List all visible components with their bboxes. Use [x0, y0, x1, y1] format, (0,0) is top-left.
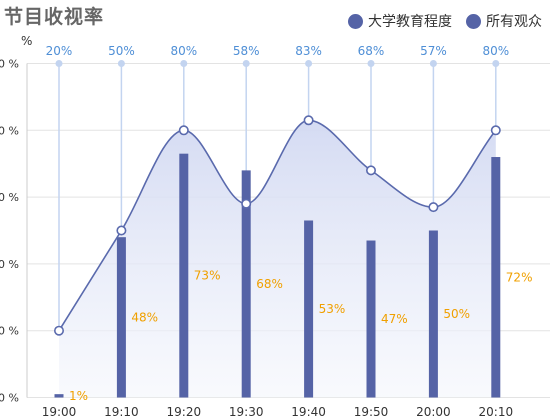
bar-19:00 — [54, 394, 64, 398]
y-tick-label-80: 80 % — [0, 124, 19, 137]
x-tick-label-20:10: 20:10 — [479, 405, 514, 419]
line-value-label-19:00: 20% — [46, 44, 73, 58]
bar-value-label-19:30: 68% — [256, 277, 283, 291]
chart-title: 节目收视率 — [4, 6, 105, 28]
x-tick-label-20:00: 20:00 — [416, 405, 451, 419]
line-marker-19:00 — [53, 325, 64, 336]
line-marker-20:10 — [490, 125, 501, 136]
bar-value-label-20:00: 50% — [443, 307, 470, 321]
bar-19:10 — [116, 237, 126, 398]
line-value-label-20:10: 80% — [482, 44, 509, 58]
bar-value-label-19:10: 48% — [131, 310, 158, 324]
legend-item-university[interactable]: 大学教育程度 — [348, 11, 452, 31]
guide-top-dot-19:00 — [55, 60, 63, 67]
line-marker-19:10 — [116, 225, 127, 236]
line-marker-19:50 — [365, 165, 376, 176]
bar-19:50 — [366, 240, 376, 398]
line-series-all-viewers — [58, 119, 497, 332]
guide-top-dot-20:10 — [492, 60, 500, 67]
bar-value-label-19:00: 1% — [69, 389, 88, 403]
y-tick-label-100: 100 % — [0, 58, 19, 71]
x-tick-label-19:30: 19:30 — [229, 405, 264, 419]
line-marker-19:40 — [303, 115, 314, 126]
line-value-label-19:40: 83% — [295, 44, 322, 58]
guide-top-dot-19:20 — [180, 60, 188, 67]
legend-item-all-viewers[interactable]: 所有观众 — [466, 11, 542, 31]
line-value-label-19:30: 58% — [233, 44, 260, 58]
y-tick-label-0: 0 % — [0, 392, 19, 405]
x-tick-label-19:10: 19:10 — [104, 405, 139, 419]
guide-top-dot-19:30 — [242, 60, 250, 67]
x-tick-label-19:50: 19:50 — [354, 405, 389, 419]
bar-value-label-19:50: 47% — [381, 312, 408, 326]
bar-19:30 — [241, 170, 251, 398]
bar-20:00 — [428, 230, 438, 398]
y-tick-label-20: 20 % — [0, 325, 19, 338]
legend-label-university: 大学教育程度 — [368, 14, 452, 30]
y-axis-unit: % — [21, 34, 33, 48]
bar-20:10 — [491, 157, 501, 398]
bar-19:20 — [179, 153, 189, 398]
line-value-label-19:10: 50% — [108, 44, 135, 58]
x-tick-label-19:40: 19:40 — [291, 405, 326, 419]
guide-top-dot-19:50 — [367, 60, 375, 67]
bar-19:40 — [304, 220, 314, 398]
guide-top-dot-19:10 — [117, 60, 125, 67]
bar-value-label-20:10: 72% — [506, 270, 533, 284]
bar-value-label-19:20: 73% — [194, 269, 221, 283]
line-marker-20:00 — [428, 202, 439, 213]
guide-top-dot-20:00 — [429, 60, 437, 67]
line-value-label-19:20: 80% — [170, 44, 197, 58]
x-tick-label-19:00: 19:00 — [42, 405, 77, 419]
legend-swatch-all-viewers — [466, 13, 481, 29]
line-value-label-19:50: 68% — [358, 44, 385, 58]
line-marker-19:30 — [241, 198, 252, 209]
line-value-label-20:00: 57% — [420, 44, 447, 58]
y-tick-label-60: 60 % — [0, 191, 19, 204]
line-marker-19:20 — [178, 125, 189, 136]
guide-top-dot-19:40 — [305, 60, 313, 67]
line-area-fill — [59, 120, 496, 398]
legend-label-all-viewers: 所有观众 — [486, 14, 542, 30]
legend: 大学教育程度 所有观众 — [348, 11, 542, 31]
y-tick-label-40: 40 % — [0, 258, 19, 271]
bar-value-label-19:40: 53% — [319, 302, 346, 316]
legend-swatch-university — [348, 13, 363, 29]
x-tick-label-19:20: 19:20 — [167, 405, 202, 419]
